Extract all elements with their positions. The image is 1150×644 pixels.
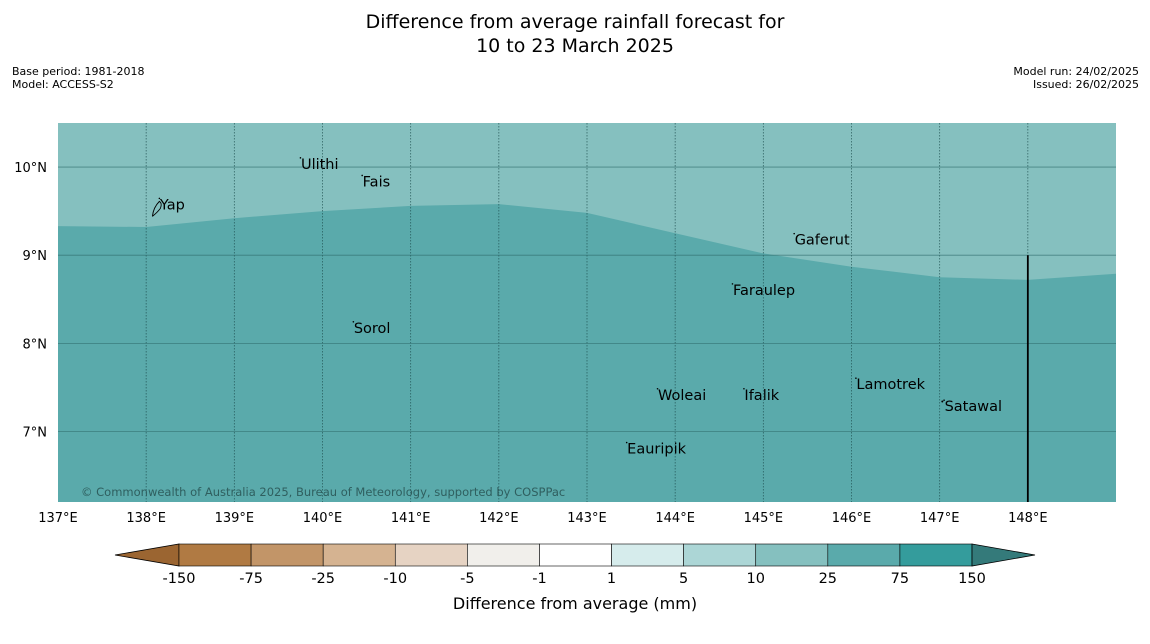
rainfall-map: Ulithi Fais Yap Gaferut Faraulep Sorol Lamotre… (14, 123, 1116, 526)
colorbar-tick-label: 5 (679, 571, 688, 587)
yap-island-shape (151, 200, 162, 217)
colorbar-segment (899, 543, 973, 567)
lon-tick-label: 144°E (655, 511, 695, 526)
lon-tick-label: 143°E (567, 511, 607, 526)
place-label: Ifalik (744, 388, 779, 404)
lon-tick-label: 146°E (832, 511, 872, 526)
place-dot (158, 197, 161, 200)
issued-date: Issued: 26/02/2025 (1032, 78, 1139, 91)
place-dot (855, 377, 857, 379)
base-period: Base period: 1981-2018 (12, 65, 145, 78)
colorbar-segment (611, 543, 684, 567)
colorbar-tick-label: 1 (607, 571, 616, 587)
colorbar-tick-label: 150 (958, 571, 986, 587)
lon-tick-label: 140°E (303, 511, 343, 526)
colorbar-tick-label: 25 (819, 571, 837, 587)
lon-tick-label: 137°E (38, 511, 78, 526)
colorbar-tick-label: -10 (383, 571, 407, 587)
lon-tick-label: 145°E (744, 511, 784, 526)
lon-tick-label: 147°E (920, 511, 960, 526)
place-label: Lamotrek (856, 377, 925, 393)
place-label: Gaferut (795, 233, 850, 249)
place-dot (299, 157, 302, 159)
colorbar-tick-label: -1 (532, 571, 546, 587)
colorbar-segment (250, 543, 324, 567)
lon-tick-label: 148°E (1008, 511, 1048, 526)
place-label: Eauripik (627, 442, 686, 458)
lat-tick-label: 9°N (23, 249, 48, 264)
copyright: © Commonwealth of Australia 2025, Bureau… (81, 485, 565, 499)
place-label: Faraulep (733, 283, 795, 299)
place-dot (361, 174, 363, 177)
colorbar-segment (755, 543, 829, 567)
place-label: Satawal (945, 399, 1002, 415)
meta-right: Model run: 24/02/2025 Issued: 26/02/2025 (1013, 65, 1139, 91)
lat-tick-label: 8°N (23, 337, 48, 352)
region-lower (58, 204, 1116, 502)
colorbar-segment (178, 543, 252, 567)
title-line-1: Difference from average rainfall forecas… (365, 11, 785, 33)
colorbar-under-arrow (114, 543, 180, 567)
colorbar-segment (539, 543, 612, 567)
colorbar-tick-label: -5 (460, 571, 474, 587)
colorbar-segment (827, 543, 901, 567)
model-name: Model: ACCESS-S2 (12, 78, 114, 91)
colorbar-segment (467, 543, 540, 567)
colorbar-segment (322, 543, 396, 567)
place-dot (731, 283, 734, 285)
lon-tick-label: 141°E (391, 511, 431, 526)
place-label: Ulithi (301, 157, 339, 173)
colorbar-tick-label: -75 (239, 571, 263, 587)
place-dot (656, 387, 659, 390)
place-dot (743, 387, 745, 390)
colorbar-tick-label: 10 (747, 571, 765, 587)
lon-tick-label: 142°E (479, 511, 519, 526)
colorbar-over-arrow (971, 543, 1036, 567)
lon-tick-label: 139°E (215, 511, 255, 526)
colorbar-tick-label: -150 (163, 571, 196, 587)
place-dot (793, 232, 795, 235)
place-label: Fais (363, 174, 390, 190)
lat-tick-label: 10°N (14, 161, 47, 176)
lat-tick-label: 7°N (23, 425, 48, 440)
place-dot (625, 441, 628, 444)
colorbar-label: Difference from average (mm) (452, 594, 698, 613)
model-run: Model run: 24/02/2025 (1013, 65, 1139, 78)
place-dot (943, 399, 945, 402)
place-dot (352, 320, 355, 323)
colorbar-segment (394, 543, 468, 567)
colorbar-segment (683, 543, 757, 567)
islet-dot (941, 400, 944, 403)
colorbar-tick-label: -25 (311, 571, 335, 587)
meta-left: Base period: 1981-2018 Model: ACCESS-S2 (12, 65, 144, 91)
colorbar-tick-label: 75 (891, 571, 909, 587)
title-line-2: 10 to 23 March 2025 (476, 35, 674, 57)
place-label: Woleai (658, 388, 706, 404)
chart-title: Difference from average rainfall forecas… (0, 10, 1150, 58)
place-label: Sorol (354, 321, 391, 337)
lon-tick-label: 138°E (126, 511, 166, 526)
place-label: Yap (159, 197, 185, 213)
